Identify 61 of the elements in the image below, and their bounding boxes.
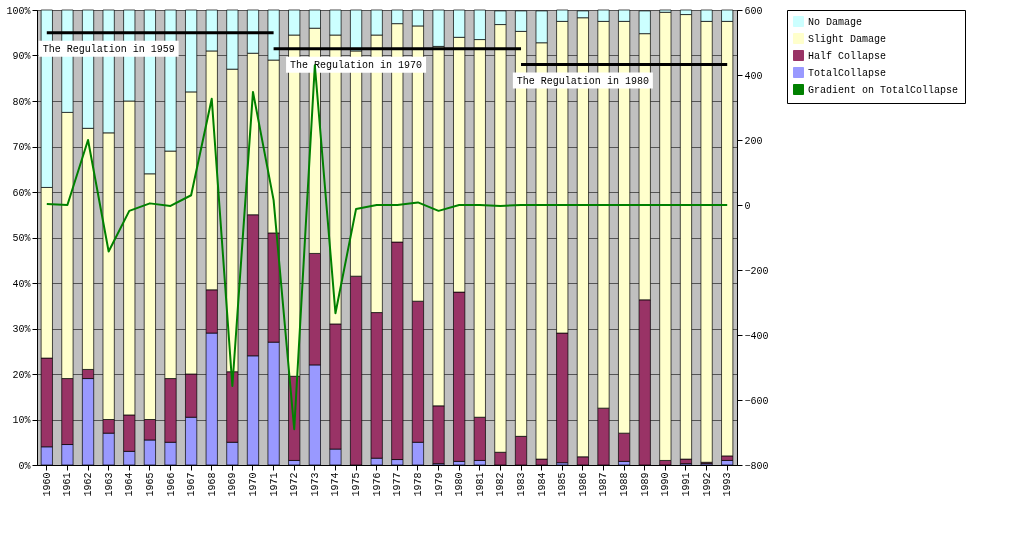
x-tick-label: 1967	[186, 472, 198, 497]
ref-line-label: The Regulation in 1980	[516, 75, 649, 87]
y2-tick-label: 600	[744, 5, 763, 17]
legend-label: Half Collapse	[808, 50, 887, 62]
y-tick-label: 80%	[12, 96, 31, 108]
x-tick-label: 1981	[474, 472, 486, 497]
x-tick-label: 1987	[598, 472, 610, 497]
x-tick-label: 1969	[227, 472, 239, 497]
x-tick-label: 1986	[577, 472, 589, 497]
ref-line-label: The Regulation in 1959	[42, 43, 175, 55]
x-tick-label: 1973	[309, 472, 321, 497]
legend-label: No Damage	[808, 16, 863, 28]
x-tick-label: 1983	[516, 472, 528, 497]
x-tick-label: 1982	[495, 472, 507, 497]
x-tick-label: 1965	[144, 472, 156, 497]
x-tick-label: 1977	[392, 472, 404, 497]
x-tick-label: 1978	[412, 472, 424, 497]
x-tick-label: 1970	[247, 472, 259, 497]
y2-tick-label: 400	[744, 70, 763, 82]
x-tick-label: 1980	[454, 472, 466, 497]
y2-tick-label: −600	[744, 395, 769, 407]
x-tick-label: 1963	[103, 472, 115, 497]
x-tick-label: 1989	[639, 472, 651, 497]
x-tick-label: 1966	[165, 472, 177, 497]
legend-label: Gradient on TotalCollapse	[808, 84, 959, 96]
y-tick-label: 20%	[12, 369, 31, 381]
x-tick-label: 1961	[62, 472, 74, 497]
y-tick-label: 100%	[6, 5, 31, 17]
y-tick-label: 70%	[12, 142, 31, 153]
x-tick-label: 1975	[351, 472, 363, 497]
y-tick-label: 30%	[12, 324, 31, 335]
x-tick-label: 1964	[124, 472, 136, 497]
y2-tick-label: −200	[744, 265, 769, 277]
y-tick-label: 0%	[18, 460, 31, 472]
y-tick-label: 10%	[12, 415, 31, 426]
x-tick-label: 1962	[83, 472, 95, 497]
x-tick-label: 1985	[557, 472, 569, 497]
y-tick-label: 40%	[12, 278, 31, 290]
y2-tick-label: 0	[744, 200, 751, 212]
x-tick-label: 1960	[41, 472, 53, 497]
x-tick-label: 1988	[619, 472, 631, 497]
legend-label: TotalCollapse	[808, 67, 887, 79]
x-tick-label: 1971	[268, 472, 280, 497]
ref-line-label: The Regulation in 1970	[290, 59, 423, 71]
x-tick-label: 1991	[680, 472, 692, 497]
x-tick-label: 1972	[289, 472, 301, 497]
y-tick-label: 90%	[12, 51, 31, 62]
x-tick-label: 1968	[206, 472, 218, 497]
x-tick-label: 1979	[433, 472, 445, 497]
legend-label: Slight Damage	[808, 33, 887, 45]
y2-tick-label: −400	[744, 330, 769, 342]
y2-tick-label: 200	[744, 135, 763, 147]
x-tick-label: 1990	[660, 472, 672, 497]
x-tick-label: 1984	[536, 472, 548, 497]
x-tick-label: 1976	[371, 472, 383, 497]
x-tick-label: 1992	[701, 472, 713, 497]
x-tick-label: 1974	[330, 472, 342, 497]
x-tick-label: 1993	[722, 472, 734, 497]
y2-tick-label: −800	[744, 460, 769, 472]
y-tick-label: 50%	[12, 233, 31, 244]
y-tick-label: 60%	[12, 187, 31, 199]
